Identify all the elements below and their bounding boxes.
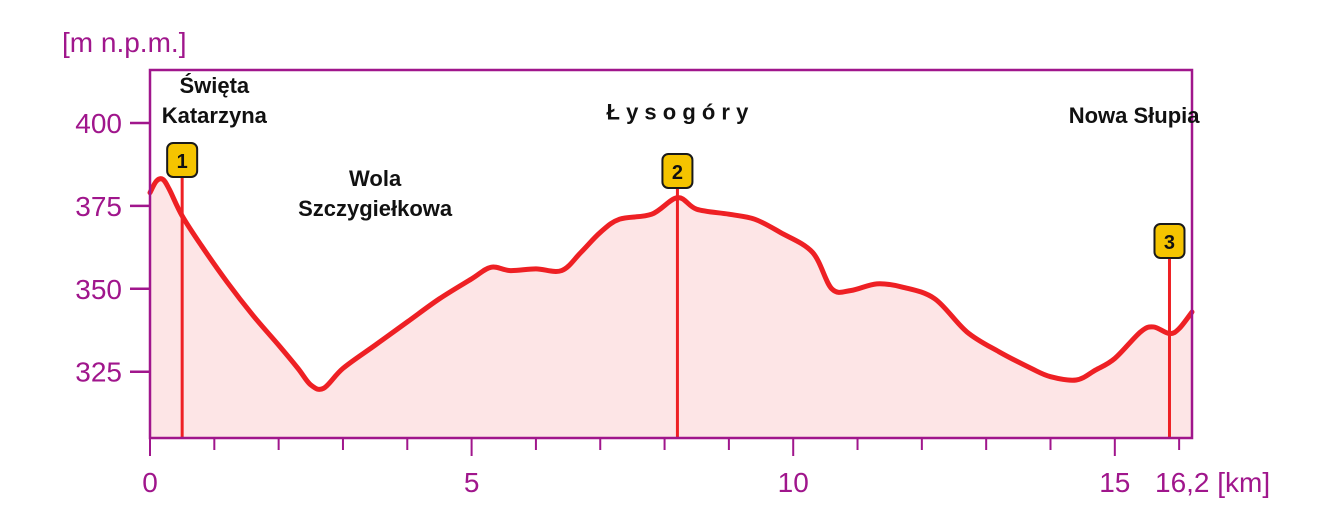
y-tick-label-350: 350 [75,274,122,305]
place-label-0-0: Święta [179,73,249,98]
x-tick-label-15: 15 [1099,467,1130,498]
x-axis-end-label: 16,2 [km] [1155,467,1270,498]
y-tick-label-375: 375 [75,191,122,222]
area-layer [150,178,1192,439]
x-tick-label-0: 0 [142,467,158,498]
elevation-area [150,178,1192,439]
marker-badge-label-2: 2 [672,162,683,184]
tick-layer: 325 350 375 400 0 5 10 15 [75,108,1181,498]
marker-badge-1 [166,142,199,178]
place-label-1-1: Szczygiełkowa [298,196,453,221]
y-tick-label-325: 325 [75,357,122,388]
marker-badge-label-3: 3 [1164,232,1175,254]
marker-badge-2 [661,153,694,189]
marker-badge-3 [1153,223,1186,259]
marker-badge-label-1: 1 [177,151,188,173]
place-label-0-1: Katarzyna [162,103,268,128]
elevation-line [147,176,1195,392]
place-label-1-0: Wola [349,166,402,191]
plot-frame [148,68,1194,440]
y-tick-label-400: 400 [75,108,122,139]
frame-layer [148,68,1194,440]
place-label-2-0: Ł y s o g ó r y [607,100,750,125]
x-tick-label-10: 10 [778,467,809,498]
badge-layer: 1 2 3 [166,142,1186,259]
line-layer [147,176,1195,392]
y-axis-label: [m n.p.m.] [62,27,186,58]
x-tick-label-5: 5 [464,467,480,498]
label-layer: Święta Katarzyna Wola Szczygiełkowa Ł y s o … [162,73,1201,221]
place-label-3-0: Nowa Słupia [1069,103,1201,128]
